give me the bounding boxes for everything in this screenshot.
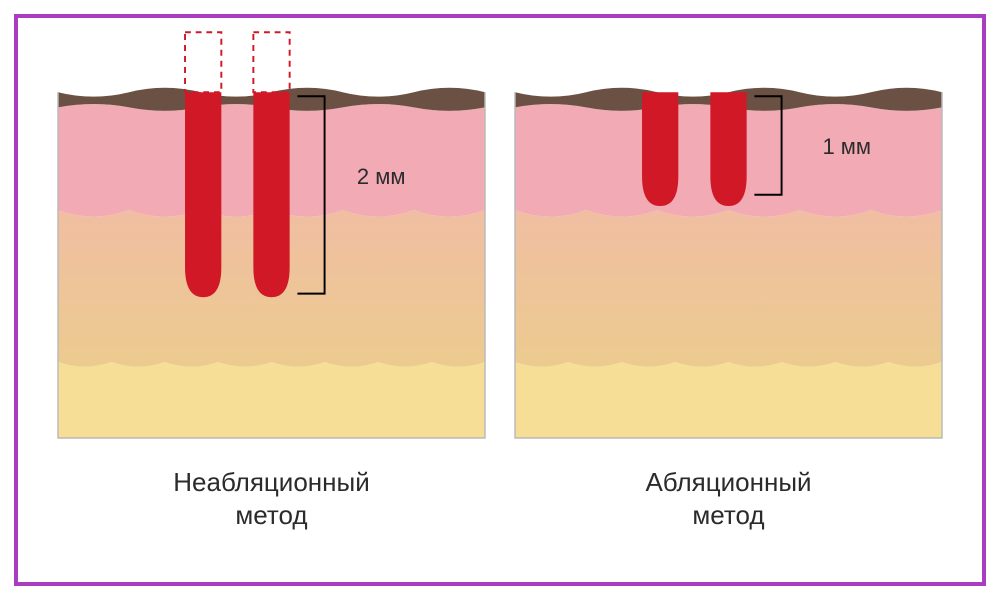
panel-ablative: 1 мм Абляционный метод <box>515 58 942 572</box>
depth-label-ablative: 1 мм <box>822 134 871 160</box>
caption-nonablative: Неабляционный метод <box>173 466 369 531</box>
caption-ablative: Абляционный метод <box>645 466 811 531</box>
skin-diagram-nonablative: 2 мм <box>58 58 485 438</box>
depth-label-nonablative: 2 мм <box>357 164 406 190</box>
panel-nonablative: 2 мм Неабляционный метод <box>58 58 485 572</box>
skin-svg-nonablative <box>58 58 485 438</box>
skin-svg-ablative <box>515 58 942 438</box>
skin-diagram-ablative: 1 мм <box>515 58 942 438</box>
